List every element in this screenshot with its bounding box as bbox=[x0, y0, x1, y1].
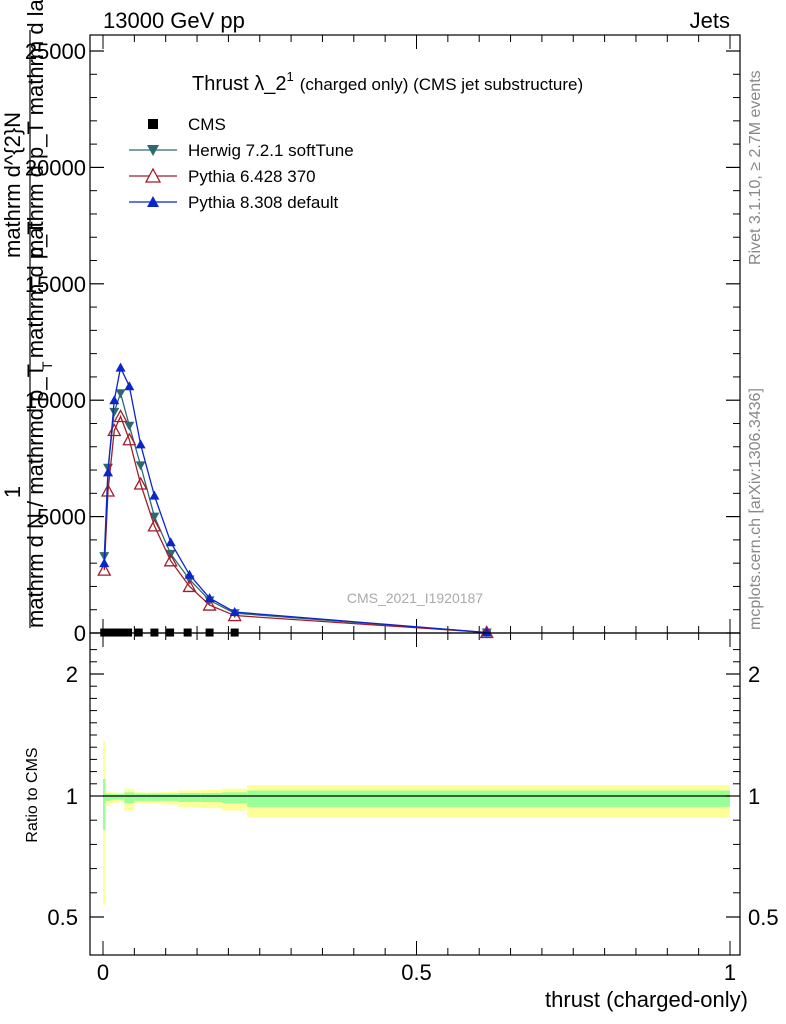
header-category-label: Jets bbox=[690, 8, 730, 33]
data-point-series-3 bbox=[229, 607, 240, 617]
data-point-series-3 bbox=[115, 362, 126, 372]
main-y-tick-label: 10000 bbox=[25, 388, 86, 413]
data-point-series-3 bbox=[103, 467, 114, 477]
ratio-uncertainty-band-inner bbox=[222, 792, 248, 804]
legend-entry-label: Herwig 7.2.1 softTune bbox=[188, 141, 354, 160]
data-point-series-3 bbox=[124, 381, 135, 391]
data-point-series-3 bbox=[184, 569, 195, 579]
legend-marker-3 bbox=[147, 196, 159, 207]
data-point-series-1 bbox=[149, 512, 160, 522]
ratio-uncertainty-band-inner bbox=[146, 793, 163, 801]
y-label-d2n: mathrm d^{2}N bbox=[0, 112, 25, 258]
main-y-tick-label: 0 bbox=[74, 621, 86, 646]
legend-marker-cms bbox=[148, 119, 158, 129]
data-point-series-1 bbox=[135, 461, 146, 471]
watermark-analysis-id: CMS_2021_I1920187 bbox=[347, 590, 483, 606]
ratio-plot-frame bbox=[89, 632, 741, 956]
y-label-numerator-line: mathrm d N / mathrmd p_T mathrm d p_T bbox=[23, 221, 48, 628]
data-point-series-2 bbox=[122, 432, 137, 446]
data-point-series-1 bbox=[124, 421, 135, 431]
mcplots-reference-label: mcplots.cern.ch [arXiv:1306.3436] bbox=[747, 388, 764, 630]
x-tick-label: 1 bbox=[724, 960, 736, 985]
legend-marker-1 bbox=[147, 145, 159, 156]
ratio-y-tick-label-right: 1 bbox=[748, 784, 760, 809]
ratio-y-tick-label-right: 2 bbox=[748, 662, 760, 687]
y-label-subscript: T bbox=[39, 361, 55, 370]
main-y-tick-label: 20000 bbox=[25, 155, 86, 180]
plot-title: Thrust λ_21 (charged only) (CMS jet subst… bbox=[192, 69, 583, 95]
data-point-series-3 bbox=[135, 439, 146, 449]
ratio-plot-panel: 0.5 0.5 1 1 2 2 0 0.5 1 Ratio to CMS thrust (ch… bbox=[24, 632, 779, 1012]
plot-title-main: Thrust λ_2 bbox=[192, 73, 286, 95]
data-point-series-2 bbox=[133, 476, 148, 490]
x-axis-label: thrust (charged-only) bbox=[545, 987, 748, 1012]
ratio-uncertainty-band-inner bbox=[118, 794, 125, 800]
ratio-y-tick-label: 2 bbox=[66, 662, 78, 687]
ratio-uncertainty-band-inner bbox=[105, 793, 111, 801]
data-point-series-2 bbox=[113, 409, 128, 423]
ratio-y-axis-label: Ratio to CMS bbox=[24, 747, 41, 842]
legend-marker-2 bbox=[144, 167, 162, 183]
data-point-series-1 bbox=[109, 407, 120, 417]
ratio-y-tick-label: 0.5 bbox=[47, 905, 78, 930]
ratio-uncertainty-band-inner bbox=[162, 793, 179, 801]
main-y-axis-label: 1 mathrm d N / mathrmd p_T mathrm d p_T … bbox=[0, 0, 55, 628]
series-line-1 bbox=[103, 390, 487, 634]
x-tick-label: 0 bbox=[97, 960, 109, 985]
main-y-tick-label: 25000 bbox=[25, 39, 86, 64]
data-point-series-2 bbox=[97, 562, 112, 576]
data-point-series-3 bbox=[165, 537, 176, 547]
series-line-3 bbox=[103, 365, 487, 634]
legend-entry-label: CMS bbox=[188, 115, 226, 134]
data-point-series-2 bbox=[147, 518, 162, 532]
data-point-series-3 bbox=[99, 558, 110, 568]
main-y-tick-label: 5000 bbox=[37, 505, 86, 530]
plot-title-superscript: 1 bbox=[286, 69, 293, 84]
ratio-y-tick-label-right: 0.5 bbox=[748, 905, 779, 930]
data-point-series-3 bbox=[204, 593, 215, 603]
legend: CMS Herwig 7.2.1 softTune Pythia 6.428 370… bbox=[129, 115, 354, 212]
plot-title-subtitle: (charged only) (CMS jet substructure) bbox=[300, 75, 583, 94]
main-plot-panel: 0 5000 10000 15000 20000 25000 CMS_2021_I1920… bbox=[0, 0, 741, 646]
x-tick-label: 0.5 bbox=[401, 960, 432, 985]
data-point-series-3 bbox=[481, 627, 492, 637]
legend-entry-label: Pythia 8.308 default bbox=[188, 193, 339, 212]
ratio-uncertainty-band-inner bbox=[110, 794, 119, 800]
data-point-series-2 bbox=[100, 483, 116, 497]
ratio-uncertainty-band-inner bbox=[200, 792, 223, 803]
main-y-tick-label: 15000 bbox=[25, 272, 86, 297]
ratio-uncertainty-band-inner bbox=[178, 792, 201, 803]
data-point-series-2 bbox=[202, 597, 217, 611]
ratio-uncertainty-band-inner bbox=[134, 793, 147, 801]
ratio-y-tick-label: 1 bbox=[66, 784, 78, 809]
data-point-series-3 bbox=[109, 395, 120, 405]
data-point-series-2 bbox=[182, 579, 197, 593]
y-label-one: 1 bbox=[0, 486, 25, 498]
rivet-version-label: Rivet 3.1.10, ≥ 2.7M events bbox=[747, 70, 764, 265]
data-point-series-1 bbox=[115, 389, 126, 399]
y-label-dpt-dlambda: mathrm d p_T mathrm d lambda bbox=[23, 0, 48, 258]
legend-entry-label: Pythia 6.428 370 bbox=[188, 167, 316, 186]
ratio-uncertainty-band-inner bbox=[103, 778, 106, 830]
ratio-uncertainty-band-inner bbox=[124, 792, 135, 804]
ratio-uncertainty-band-inner bbox=[247, 790, 730, 807]
header-process-label: 13000 GeV pp bbox=[103, 8, 245, 33]
data-point-series-2 bbox=[163, 553, 178, 567]
data-point-series-3 bbox=[149, 490, 160, 500]
